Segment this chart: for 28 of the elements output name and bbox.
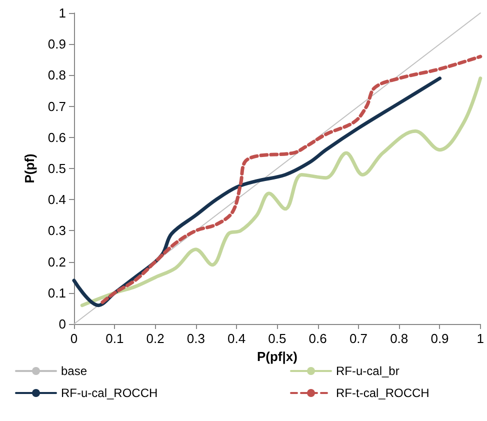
x-tick-label: 0.4: [228, 331, 246, 346]
y-tick-label: 0.8: [48, 68, 66, 83]
y-tick-label: 0.7: [48, 98, 66, 114]
x-tick-label: 0.5: [268, 331, 286, 346]
legend-label: RF-t-cal_ROCCH: [336, 386, 430, 400]
y-tick-label: 0.4: [48, 192, 66, 208]
y-axis-title: P(pf): [22, 154, 37, 184]
x-tick-label: 0.9: [430, 331, 449, 346]
y-tick-label: 1: [58, 6, 66, 20]
x-tick-label: 0: [70, 331, 78, 346]
legend-label: RF-u-cal_br: [336, 364, 400, 378]
x-tick-label: 0.7: [349, 331, 368, 346]
y-tick-label: 0.3: [48, 223, 66, 238]
y-tick-label: 0.1: [48, 285, 66, 300]
x-tick-label: 1: [476, 331, 484, 346]
legend-label: RF-u-cal_ROCCH: [61, 386, 158, 400]
x-axis-title: P(pf|x): [256, 349, 298, 364]
y-tick-label: 0.2: [48, 254, 66, 270]
y-tick-label: 0.5: [48, 161, 66, 176]
legend-label: base: [61, 364, 88, 378]
y-tick-label: 0.6: [48, 130, 66, 145]
x-tick-label: 0.3: [186, 331, 205, 346]
x-tick-label: 0.1: [106, 331, 124, 346]
x-tick-label: 0.8: [390, 331, 408, 346]
y-tick-label: 0.9: [48, 36, 66, 52]
x-tick-label: 0.2: [146, 331, 164, 346]
y-tick-label: 0: [58, 316, 66, 332]
x-tick-label: 0.6: [308, 331, 327, 346]
